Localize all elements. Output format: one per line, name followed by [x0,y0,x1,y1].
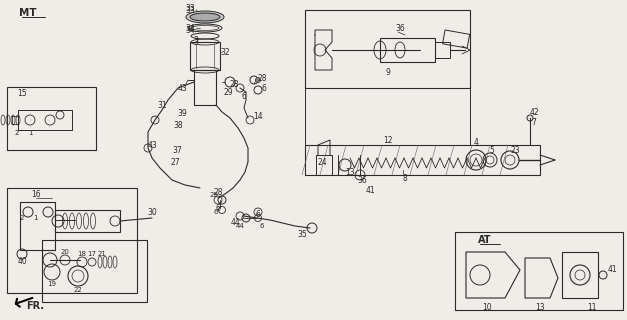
Text: 7: 7 [532,117,537,126]
Text: 28: 28 [229,79,239,89]
Text: 34: 34 [185,23,195,33]
Bar [55,210,120,232]
Text: 5: 5 [490,146,495,155]
Text: 41: 41 [607,266,617,275]
Text: 24: 24 [317,157,327,166]
Text: 33: 33 [185,4,195,12]
Text: 6: 6 [241,92,246,100]
Text: 32: 32 [220,47,230,57]
Text: 15: 15 [17,89,27,98]
Bar [443,30,470,48]
Text: 13: 13 [535,303,545,313]
Text: 6: 6 [214,209,218,215]
Text: 29: 29 [223,87,233,97]
Text: 12: 12 [383,135,393,145]
Text: 36: 36 [395,23,405,33]
Text: 35: 35 [297,229,307,238]
Text: 11: 11 [587,303,597,313]
Bar [194,70,216,105]
Text: AT: AT [478,235,492,245]
Bar [316,155,332,175]
Text: 6: 6 [261,84,266,92]
Text: FR.: FR. [26,301,44,311]
Text: 17: 17 [88,251,97,257]
Text: 13: 13 [345,167,355,177]
Text: 28: 28 [257,74,266,83]
Text: 3: 3 [194,37,198,46]
Text: 38: 38 [173,121,183,130]
Text: 1: 1 [33,215,37,221]
Text: 43: 43 [147,140,157,149]
Text: 6: 6 [260,223,264,229]
Text: 22: 22 [73,287,82,293]
Text: 28: 28 [213,188,223,196]
Ellipse shape [186,11,224,23]
Text: 23: 23 [510,146,520,155]
Bar [380,38,435,62]
Text: 43: 43 [177,84,187,92]
Text: 16: 16 [31,189,41,198]
Text: 40: 40 [17,258,27,267]
Text: 4: 4 [473,138,478,147]
Text: 27: 27 [170,157,180,166]
Text: 36: 36 [357,175,367,185]
Text: 2: 2 [15,130,19,136]
Text: 18: 18 [78,251,87,257]
Text: 39: 39 [177,108,187,117]
Text: 10: 10 [482,303,492,313]
Text: 14: 14 [253,111,263,121]
Text: MT: MT [19,8,37,18]
Text: 34: 34 [185,26,195,35]
Ellipse shape [190,13,220,21]
Text: 44: 44 [231,218,241,227]
Bar [455,232,623,310]
Text: 44: 44 [236,223,245,229]
Text: 42: 42 [529,108,539,116]
Text: 6: 6 [256,210,260,219]
Text: 3: 3 [194,36,198,44]
Bar [7,87,96,150]
Text: 2: 2 [20,215,24,221]
Bar [435,42,450,58]
Text: 37: 37 [172,146,182,155]
Bar [7,188,137,293]
Text: 20: 20 [61,249,70,255]
Text: 28: 28 [209,192,218,198]
Text: 21: 21 [98,251,107,257]
Bar [305,10,470,88]
Text: 33: 33 [185,5,195,14]
Text: 8: 8 [403,173,408,182]
Bar [42,240,147,302]
Bar [190,42,220,70]
Text: 41: 41 [365,186,375,195]
Text: 1: 1 [28,130,32,136]
Text: 6: 6 [216,204,221,212]
Text: 9: 9 [386,68,391,76]
Text: 19: 19 [48,281,56,287]
Text: 31: 31 [157,100,167,109]
Text: 30: 30 [147,207,157,217]
Circle shape [255,77,260,83]
